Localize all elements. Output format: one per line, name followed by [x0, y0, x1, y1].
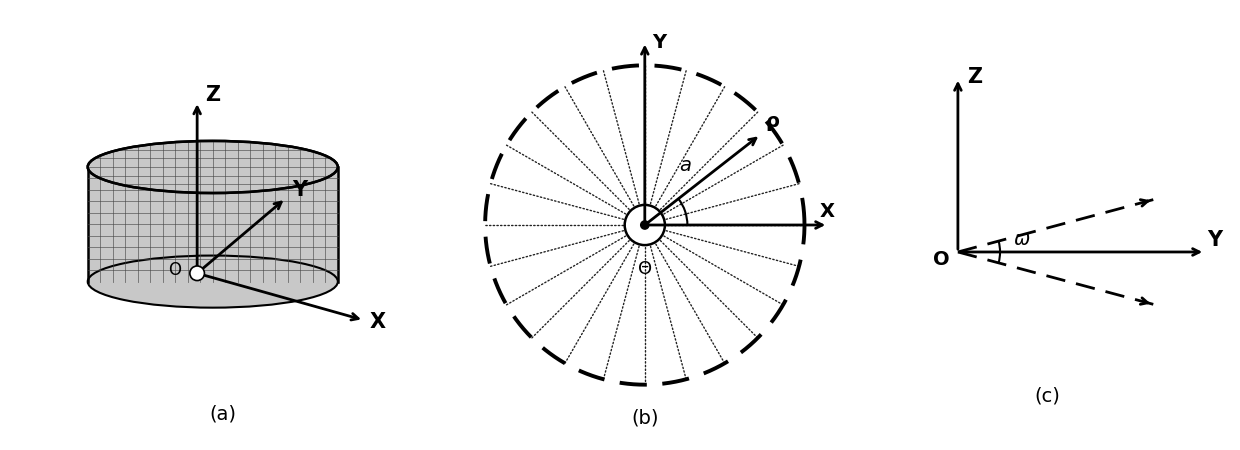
Text: (c): (c) — [1035, 387, 1060, 406]
Text: X: X — [820, 202, 835, 220]
Circle shape — [641, 221, 649, 229]
Circle shape — [190, 266, 205, 280]
Text: Z: Z — [967, 68, 982, 87]
Text: ρ: ρ — [765, 112, 779, 131]
Text: Θ: Θ — [637, 261, 652, 279]
Text: X: X — [370, 312, 386, 333]
Text: (b): (b) — [631, 409, 658, 428]
Text: Y: Y — [652, 32, 666, 52]
Text: (a): (a) — [210, 405, 237, 423]
Circle shape — [625, 205, 665, 245]
Polygon shape — [88, 167, 337, 282]
Text: Z: Z — [206, 86, 221, 105]
Text: Y: Y — [291, 180, 308, 200]
Ellipse shape — [88, 141, 337, 193]
Ellipse shape — [88, 256, 337, 308]
Text: O: O — [934, 251, 950, 270]
Text: O: O — [167, 261, 181, 279]
Text: a: a — [680, 156, 691, 175]
Text: ω: ω — [1014, 230, 1030, 249]
Text: Y: Y — [1208, 230, 1223, 250]
